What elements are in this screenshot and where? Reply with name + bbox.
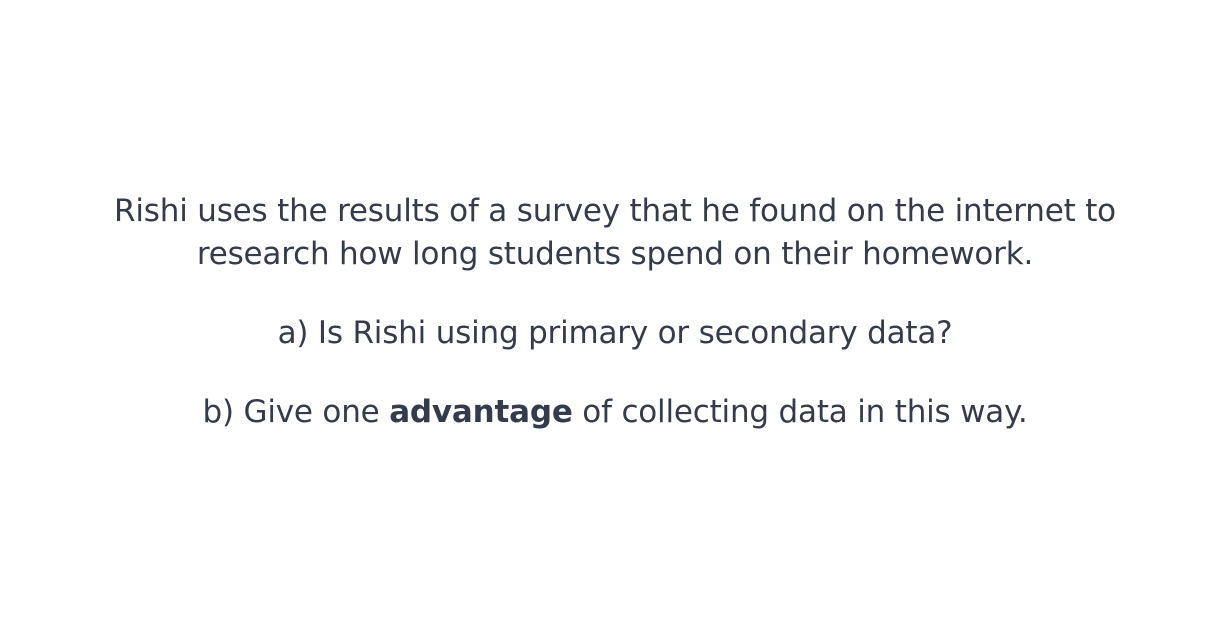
question-intro: Rishi uses the results of a survey that … [55, 190, 1175, 276]
question-b-emphasis: advantage [389, 394, 573, 430]
question-part-a: a) Is Rishi using primary or secondary d… [277, 315, 953, 351]
question-b-prefix: b) Give one [202, 394, 390, 430]
intro-line-1: Rishi uses the results of a survey that … [114, 193, 1116, 229]
worksheet-question: Rishi uses the results of a survey that … [0, 190, 1230, 434]
question-part-b: b) Give one advantage of collecting data… [0, 391, 1230, 434]
question-b-suffix: of collecting data in this way. [572, 394, 1028, 430]
intro-line-2: research how long students spend on thei… [196, 236, 1034, 272]
